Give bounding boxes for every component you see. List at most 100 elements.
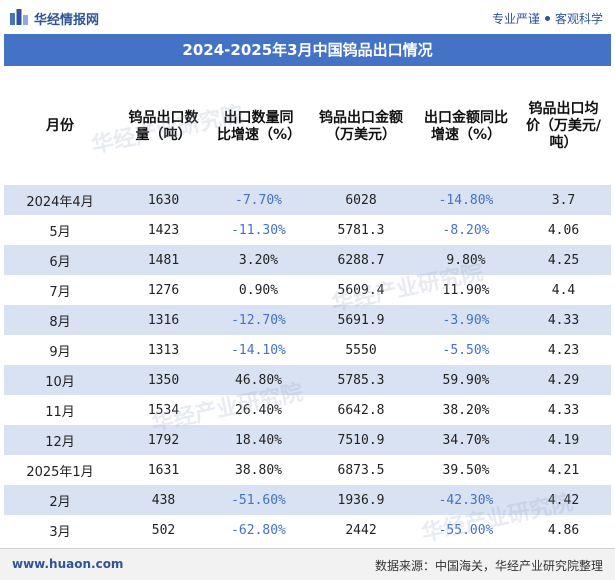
column-header-amount-yoy: 出口金额同比增速（%） bbox=[424, 109, 508, 143]
cell-qty-yoy: 26.40% bbox=[211, 395, 306, 425]
cell-amount-yoy: -3.90% bbox=[416, 305, 516, 335]
cell-price: 4.21 bbox=[516, 455, 611, 485]
cell-month: 8月 bbox=[4, 305, 116, 335]
cell-qty: 1313 bbox=[116, 335, 211, 365]
table-row: 5月 1423 -11.30% 5781.3 -8.20% 4.06 bbox=[4, 215, 611, 245]
table-row: 11月 1534 26.40% 6642.8 38.20% 4.33 bbox=[4, 395, 611, 425]
logo-text: 华经情报网 bbox=[34, 13, 100, 28]
cell-amount-yoy: -8.20% bbox=[416, 215, 516, 245]
cell-qty: 1630 bbox=[116, 185, 211, 215]
slogan-dot-icon bbox=[544, 16, 550, 21]
cell-qty: 1792 bbox=[116, 425, 211, 455]
slogan: 专业严谨 客观科学 bbox=[492, 10, 603, 27]
cell-amount: 5785.3 bbox=[306, 365, 416, 395]
cell-amount: 6288.7 bbox=[306, 245, 416, 275]
cell-price: 4.25 bbox=[516, 245, 611, 275]
cell-amount: 1936.9 bbox=[306, 485, 416, 515]
cell-amount: 2442 bbox=[306, 515, 416, 545]
cell-qty-yoy: -7.70% bbox=[211, 185, 306, 215]
cell-price: 4.29 bbox=[516, 365, 611, 395]
cell-price: 4.42 bbox=[516, 485, 611, 515]
page-title: 2024-2025年3月中国钨品出口情况 bbox=[4, 34, 611, 66]
cell-amount: 5609.4 bbox=[306, 275, 416, 305]
column-header-qty-yoy: 出口数量同比增速（%） bbox=[217, 109, 302, 143]
cell-month: 12月 bbox=[4, 425, 116, 455]
footer-website: www.huaon.com bbox=[12, 557, 124, 571]
cell-price: 4.23 bbox=[516, 335, 611, 365]
huajing-logo-icon bbox=[10, 9, 28, 25]
cell-amount: 5550 bbox=[306, 335, 416, 365]
cell-qty: 1276 bbox=[116, 275, 211, 305]
cell-amount-yoy: -42.30% bbox=[416, 485, 516, 515]
top-bar: 华经情报网 专业严谨 客观科学 bbox=[0, 0, 615, 34]
table-body: 2024年4月 1630 -7.70% 6028 -14.80% 3.7 5月 1423 -11… bbox=[4, 185, 611, 545]
cell-qty-yoy: 3.20% bbox=[211, 245, 306, 275]
table-row: 10月 1350 46.80% 5785.3 59.90% 4.29 bbox=[4, 365, 611, 395]
table-row: 6月 1481 3.20% 6288.7 9.80% 4.25 bbox=[4, 245, 611, 275]
table-row: 12月 1792 18.40% 7510.9 34.70% 4.19 bbox=[4, 425, 611, 455]
slogan-left: 专业严谨 bbox=[491, 12, 540, 26]
column-header-qty: 钨品出口数量（吨） bbox=[128, 109, 199, 143]
cell-amount: 6873.5 bbox=[306, 455, 416, 485]
cell-amount-yoy: 9.80% bbox=[416, 245, 516, 275]
table-row: 9月 1313 -14.10% 5550 -5.50% 4.23 bbox=[4, 335, 611, 365]
cell-month: 11月 bbox=[4, 395, 116, 425]
cell-month: 2024年4月 bbox=[4, 185, 116, 215]
cell-month: 9月 bbox=[4, 335, 116, 365]
cell-qty: 1350 bbox=[116, 365, 211, 395]
footer-source: 数据来源：中国海关，华经产业研究院整理 bbox=[374, 559, 603, 573]
cell-amount-yoy: -5.50% bbox=[416, 335, 516, 365]
cell-qty: 1481 bbox=[116, 245, 211, 275]
slogan-right: 客观科学 bbox=[554, 12, 603, 26]
cell-price: 4.86 bbox=[516, 515, 611, 545]
cell-price: 4.06 bbox=[516, 215, 611, 245]
cell-qty: 502 bbox=[116, 515, 211, 545]
cell-amount: 6028 bbox=[306, 185, 416, 215]
cell-qty-yoy: 38.80% bbox=[211, 455, 306, 485]
cell-amount: 5781.3 bbox=[306, 215, 416, 245]
cell-amount-yoy: 34.70% bbox=[416, 425, 516, 455]
cell-qty-yoy: -11.30% bbox=[211, 215, 306, 245]
cell-price: 4.19 bbox=[516, 425, 611, 455]
cell-price: 4.33 bbox=[516, 395, 611, 425]
cell-amount-yoy: 11.90% bbox=[416, 275, 516, 305]
cell-amount-yoy: -55.00% bbox=[416, 515, 516, 545]
column-header-amount: 钨品出口金额（万美元） bbox=[319, 109, 403, 143]
cell-qty: 1423 bbox=[116, 215, 211, 245]
cell-month: 6月 bbox=[4, 245, 116, 275]
cell-amount: 7510.9 bbox=[306, 425, 416, 455]
cell-amount: 6642.8 bbox=[306, 395, 416, 425]
cell-amount-yoy: 39.50% bbox=[416, 455, 516, 485]
cell-price: 4.33 bbox=[516, 305, 611, 335]
cell-qty-yoy: -14.10% bbox=[211, 335, 306, 365]
cell-qty: 1316 bbox=[116, 305, 211, 335]
cell-month: 2月 bbox=[4, 485, 116, 515]
cell-qty-yoy: 0.90% bbox=[211, 275, 306, 305]
table-header-row: 月份 钨品出口数量（吨） 出口数量同比增速（%） 钨品出口金额（万美元） 出口金… bbox=[4, 68, 611, 185]
cell-amount-yoy: 38.20% bbox=[416, 395, 516, 425]
cell-month: 10月 bbox=[4, 365, 116, 395]
cell-qty-yoy: -51.60% bbox=[211, 485, 306, 515]
cell-amount: 5691.9 bbox=[306, 305, 416, 335]
cell-amount-yoy: -14.80% bbox=[416, 185, 516, 215]
cell-qty-yoy: -12.70% bbox=[211, 305, 306, 335]
cell-qty: 1534 bbox=[116, 395, 211, 425]
table-row: 2月 438 -51.60% 1936.9 -42.30% 4.42 bbox=[4, 485, 611, 515]
tungsten-export-table: 月份 钨品出口数量（吨） 出口数量同比增速（%） 钨品出口金额（万美元） 出口金… bbox=[4, 68, 611, 545]
cell-month: 3月 bbox=[4, 515, 116, 545]
table-row: 3月 502 -62.80% 2442 -55.00% 4.86 bbox=[4, 515, 611, 545]
cell-qty-yoy: 46.80% bbox=[211, 365, 306, 395]
table-row: 2025年1月 1631 38.80% 6873.5 39.50% 4.21 bbox=[4, 455, 611, 485]
table-row: 2024年4月 1630 -7.70% 6028 -14.80% 3.7 bbox=[4, 185, 611, 215]
cell-month: 7月 bbox=[4, 275, 116, 305]
cell-amount-yoy: 59.90% bbox=[416, 365, 516, 395]
column-header-month: 月份 bbox=[46, 118, 74, 134]
cell-qty-yoy: 18.40% bbox=[211, 425, 306, 455]
table-row: 7月 1276 0.90% 5609.4 11.90% 4.4 bbox=[4, 275, 611, 305]
column-header-price: 钨品出口均价（万美元/吨） bbox=[525, 101, 602, 151]
cell-price: 4.4 bbox=[516, 275, 611, 305]
cell-qty-yoy: -62.80% bbox=[211, 515, 306, 545]
cell-qty: 1631 bbox=[116, 455, 211, 485]
cell-price: 3.7 bbox=[516, 185, 611, 215]
cell-qty: 438 bbox=[116, 485, 211, 515]
